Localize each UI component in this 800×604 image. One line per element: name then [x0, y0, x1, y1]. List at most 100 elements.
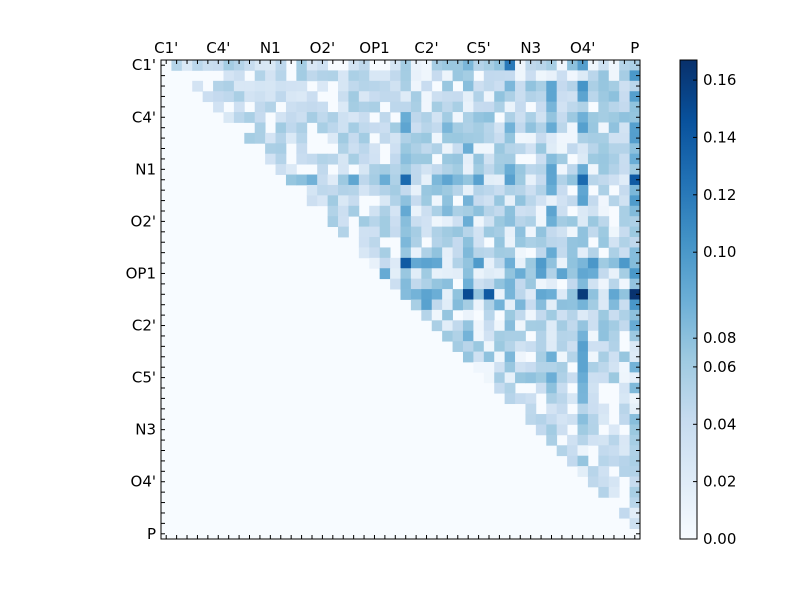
- heatmap-cell: [473, 205, 485, 217]
- heatmap-cell: [567, 195, 578, 207]
- y-tick-label: C1': [132, 56, 156, 74]
- heatmap-cell: [525, 174, 537, 186]
- heatmap-cell: [587, 351, 599, 363]
- heatmap-cell: [577, 351, 589, 363]
- heatmap-cell: [410, 278, 422, 290]
- heatmap-cell: [265, 80, 276, 92]
- heatmap-cell: [358, 184, 370, 196]
- heatmap-cell: [504, 153, 516, 165]
- heatmap-cell: [546, 268, 558, 280]
- heatmap-cell: [535, 153, 547, 165]
- heatmap-cell: [525, 80, 537, 92]
- heatmap-cell: [556, 153, 568, 165]
- heatmap-cell: [587, 434, 599, 446]
- y-tick-label: P: [147, 525, 156, 543]
- heatmap-cell: [369, 153, 381, 165]
- heatmap-cell: [535, 80, 547, 92]
- heatmap-cell: [587, 80, 599, 92]
- heatmap-cell: [379, 205, 391, 217]
- heatmap-cell: [567, 268, 578, 280]
- heatmap-cell: [473, 268, 485, 280]
- heatmap-cell: [504, 195, 516, 207]
- heatmap-cell: [431, 91, 443, 103]
- heatmap-cell: [546, 403, 558, 415]
- heatmap-cell: [577, 60, 589, 71]
- heatmap-cell: [494, 91, 506, 103]
- heatmap-cell: [254, 91, 266, 103]
- heatmap-cell: [556, 122, 568, 134]
- heatmap-cell: [254, 70, 266, 82]
- colorbar-tick-label: 0.10: [703, 243, 736, 261]
- heatmap-cell: [285, 132, 297, 144]
- heatmap-cell: [421, 226, 433, 238]
- heatmap-cell: [348, 122, 360, 134]
- heatmap-cell: [504, 164, 516, 175]
- heatmap-cell: [400, 278, 412, 290]
- heatmap-cell: [556, 257, 568, 269]
- heatmap-cell: [504, 216, 516, 228]
- heatmap-cell: [452, 257, 464, 269]
- heatmap-cell: [629, 184, 641, 196]
- heatmap-cell: [483, 361, 495, 373]
- heatmap-cell: [556, 237, 568, 248]
- heatmap-cell: [410, 247, 422, 259]
- heatmap-cell: [348, 70, 360, 82]
- heatmap-cell: [462, 278, 474, 290]
- heatmap-cell: [608, 341, 620, 352]
- heatmap-cell: [525, 309, 537, 321]
- heatmap-cell: [567, 70, 578, 82]
- heatmap-cell: [317, 101, 329, 113]
- heatmap-cell: [546, 70, 558, 82]
- heatmap-cell: [244, 60, 256, 71]
- heatmap-cell: [629, 237, 641, 248]
- heatmap-cell: [619, 507, 630, 519]
- heatmap-cell: [494, 278, 506, 290]
- heatmap-cell: [213, 91, 224, 103]
- heatmap-cell: [233, 70, 245, 82]
- heatmap-cell: [504, 112, 516, 123]
- heatmap-cell: [410, 226, 422, 238]
- heatmap-cell: [306, 60, 318, 71]
- heatmap-cell: [504, 341, 516, 352]
- heatmap-cell: [535, 91, 547, 103]
- heatmap-cell: [306, 174, 318, 186]
- heatmap-cell: [587, 91, 599, 103]
- heatmap-cell: [400, 112, 412, 123]
- heatmap-cell: [608, 289, 620, 300]
- heatmap-cell: [546, 101, 558, 113]
- heatmap-cell: [410, 205, 422, 217]
- heatmap-cell: [587, 153, 599, 165]
- heatmap-cell: [556, 195, 568, 207]
- heatmap-cell: [462, 237, 474, 248]
- heatmap-cell: [410, 122, 422, 134]
- y-tick-label: N1: [135, 160, 156, 178]
- heatmap-cell: [525, 60, 537, 71]
- heatmap-cell: [504, 278, 516, 290]
- heatmap-cell: [306, 101, 318, 113]
- heatmap-cell: [275, 91, 287, 103]
- heatmap-cell: [483, 330, 495, 342]
- heatmap-cell: [462, 101, 474, 113]
- heatmap-cell: [254, 101, 266, 113]
- heatmap-cell: [400, 184, 412, 196]
- heatmap-cell: [254, 122, 266, 134]
- heatmap-cell: [556, 174, 568, 186]
- heatmap-cell: [379, 268, 391, 280]
- heatmap-cell: [317, 80, 329, 92]
- heatmap-cell: [379, 164, 391, 175]
- heatmap-cell: [556, 60, 568, 71]
- heatmap-cell: [587, 361, 599, 373]
- heatmap-cell: [504, 132, 516, 144]
- heatmap-cell: [546, 289, 558, 300]
- heatmap-cell: [567, 226, 578, 238]
- heatmap-cell: [473, 247, 485, 259]
- heatmap-cell: [608, 445, 620, 457]
- heatmap-cell: [515, 361, 526, 373]
- heatmap-cell: [608, 112, 620, 123]
- heatmap-cell: [629, 299, 641, 311]
- heatmap-cell: [577, 466, 589, 477]
- heatmap-cell: [535, 132, 547, 144]
- heatmap-cell: [390, 80, 401, 92]
- heatmap-cell: [494, 153, 506, 165]
- heatmap-cell: [525, 195, 537, 207]
